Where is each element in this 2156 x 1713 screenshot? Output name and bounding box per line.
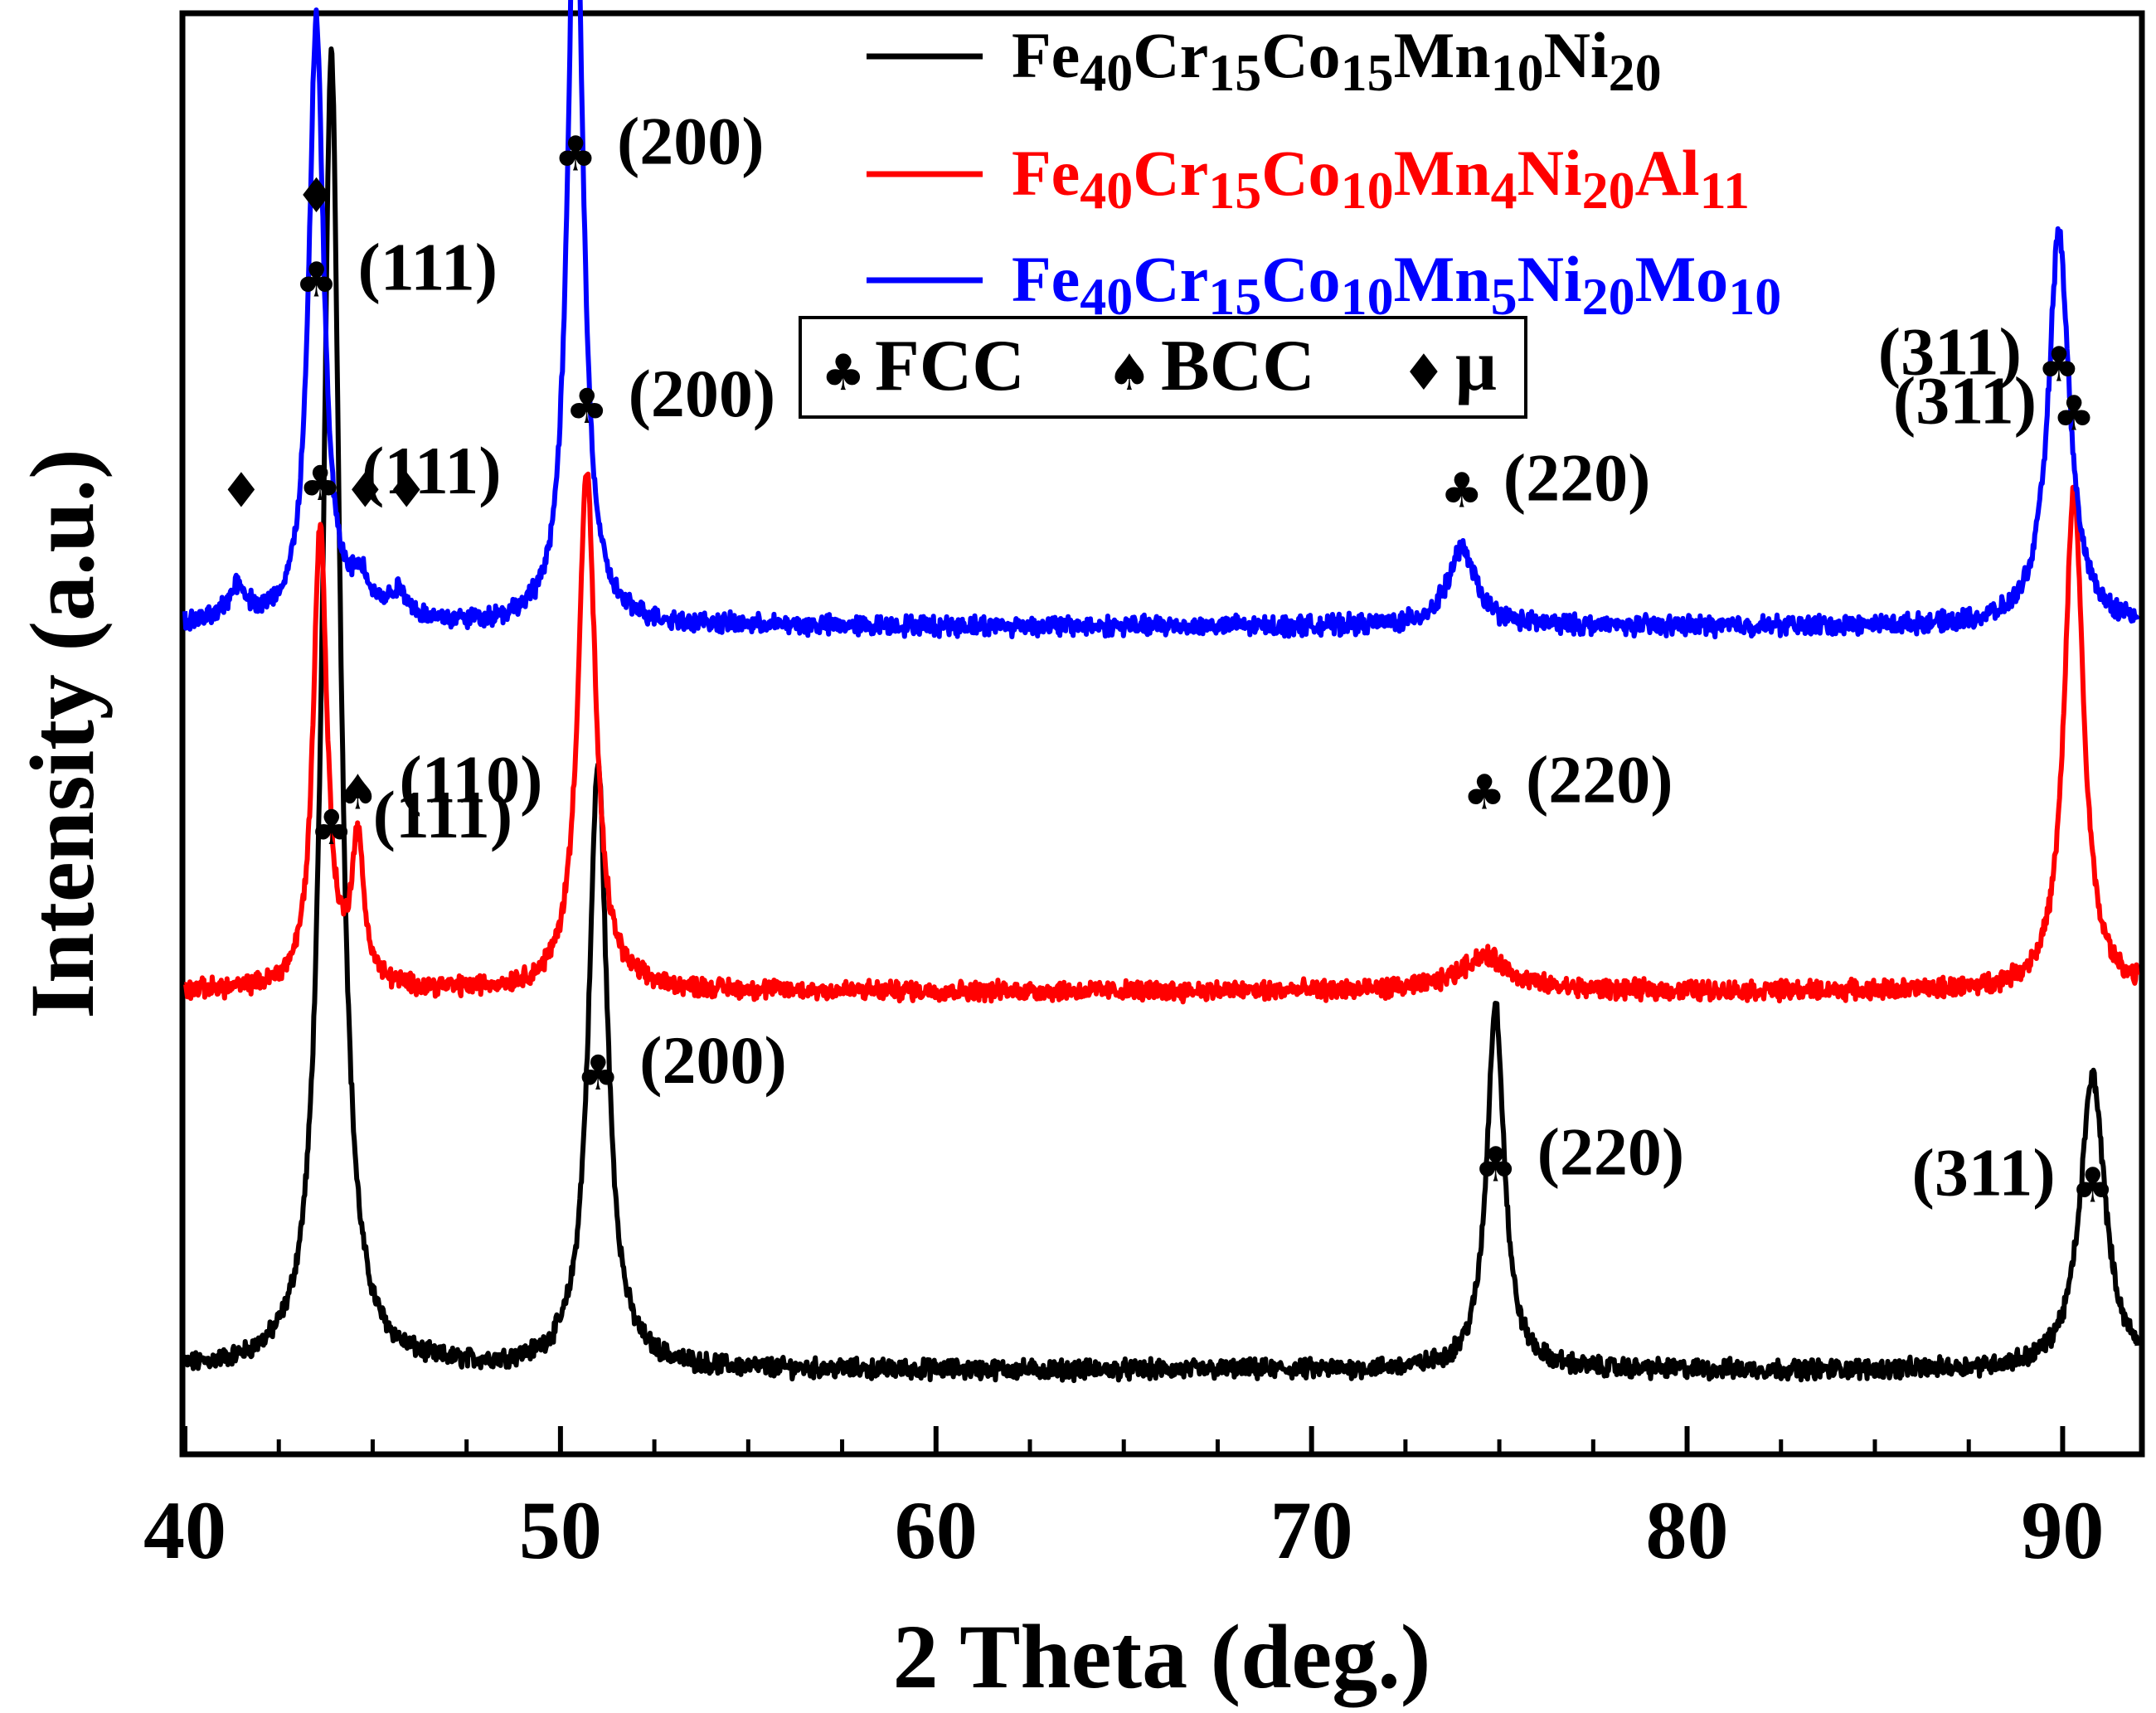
phase-label-1: BCC [1161,326,1315,406]
legend-label-part: Ni [1517,137,1582,209]
legend-label-part: 10 [1728,267,1781,326]
peak-symbol-2: ♣ [554,125,597,182]
phase-legend: ♣ FCC ♠ BCC ♦ μ [799,316,1527,419]
legend-label-part: Ni [1517,243,1582,315]
legend-label-0: Fe40Cr15Co15Mn10Ni20 [1012,19,1662,102]
peak-symbol-10: ♣ [566,378,609,434]
peak-label-11: (220) [1526,742,1673,818]
phase-symbol-1: ♠ [1107,344,1152,402]
peak-symbol-8: ♣ [299,455,342,512]
legend-label-part: 15 [1341,43,1394,102]
peak-label-7: (311) [1878,313,2022,389]
peak-symbol-13: ♣ [310,799,353,856]
peak-label-12: (311) [1893,363,2037,439]
peak-label-9: (110) [399,742,542,818]
legend-label-part: 4 [1491,161,1517,220]
x-tick-label: 90 [2021,1484,2104,1576]
legend-label-part: Cr [1133,243,1208,315]
legend-label-part: Mn [1394,243,1491,315]
peak-label-15: (220) [1537,1114,1685,1189]
x-tick-label: 80 [1646,1484,1729,1576]
peak-symbol-4: ♦ [343,463,386,519]
phase-symbol-0: ♣ [821,344,866,402]
legend-label-part: Cr [1133,137,1208,209]
legend-label-part: 10 [1491,43,1544,102]
y-axis-title: Intensity (a.u.) [12,449,113,1019]
legend-label-part: Fe [1012,19,1080,91]
plot-frame [179,10,2145,1458]
legend-label-part: Co [1261,243,1340,315]
legend-label-1: Fe40Cr15Co10Mn4Ni20Al11 [1012,137,1750,220]
legend-label-part: Fe [1012,243,1080,315]
legend-label-2: Fe40Cr15Co10Mn5Ni20Mo10 [1012,243,1781,326]
peak-symbol-16: ♣ [2071,1157,2115,1214]
peak-symbol-5: ♦ [385,463,428,519]
peak-annotations: ♣ (111)♦♣ (200)♦ ♦♦ ♣ (220)♣(311)♣ (111)♠ (110)… [220,103,2115,1213]
legend-label-part: Ni [1544,19,1609,91]
peak-symbol-7: ♣ [2037,336,2081,392]
peak-symbol-6: ♣ [1440,463,1483,519]
legend-label-part: 10 [1341,161,1394,220]
x-tick-label: 70 [1270,1484,1353,1576]
phase-label-0: FCC [875,326,1025,406]
legend-label-part: 40 [1080,43,1133,102]
peak-label-13: (111) [373,777,513,852]
legend-label-part: Cr [1133,19,1208,91]
peak-symbol-12: ♣ [2052,386,2095,442]
series-line-0 [182,46,2140,1384]
legend-label-part: Al [1635,137,1700,209]
peak-symbol-1: ♦ [295,167,338,224]
legend-label-part: Co [1261,137,1340,209]
peak-label-8: (111) [362,433,502,508]
legend-label-part: Fe [1012,137,1080,209]
legend-label-part: 40 [1080,161,1133,220]
legend-label-part: 15 [1208,161,1261,220]
peak-symbol-14: ♣ [576,1045,619,1101]
x-tick-label: 50 [519,1484,602,1576]
peak-label-0: (111) [358,230,498,305]
phase-legend-box [799,316,1527,419]
legend-label-part: 15 [1208,43,1261,102]
series-legend: Fe40Cr15Co15Mn10Ni20Fe40Cr15Co10Mn4Ni20A… [867,19,1781,326]
peak-symbol-3: ♦ [220,463,263,519]
legend-label-part: Mn [1394,19,1491,91]
x-axis-title: 2 Theta (deg.) [893,1606,1431,1707]
legend-label-part: 20 [1582,161,1635,220]
series-line-2 [182,0,2140,640]
legend-label-part: 20 [1582,267,1635,326]
x-tick-label: 60 [895,1484,978,1576]
phase-label-2: μ [1455,326,1497,406]
peak-symbol-15: ♣ [1474,1136,1517,1192]
peak-label-6: (220) [1503,440,1651,516]
legend-label-part: 20 [1609,43,1662,102]
legend-label-part: Mn [1394,137,1491,209]
series-layer [182,0,2140,1384]
legend-label-part: Mo [1635,243,1729,315]
axis-ticks: 40 50 60 70 80 90 [143,1426,2104,1576]
peak-symbol-0: ♣ [295,252,338,308]
legend-label-part: Co [1261,19,1340,91]
peak-label-2: (200) [617,103,765,178]
x-tick-label: 40 [143,1484,226,1576]
peak-symbol-9: ♠ [336,764,379,821]
series-line-1 [183,471,2140,1005]
peak-label-14: (200) [639,1022,787,1098]
legend-label-part: 11 [1700,161,1750,220]
peak-label-10: (200) [629,356,776,431]
peak-symbol-11: ♣ [1463,764,1506,821]
phase-symbol-2: ♦ [1401,344,1446,402]
peak-label-16: (311) [1912,1135,2056,1211]
